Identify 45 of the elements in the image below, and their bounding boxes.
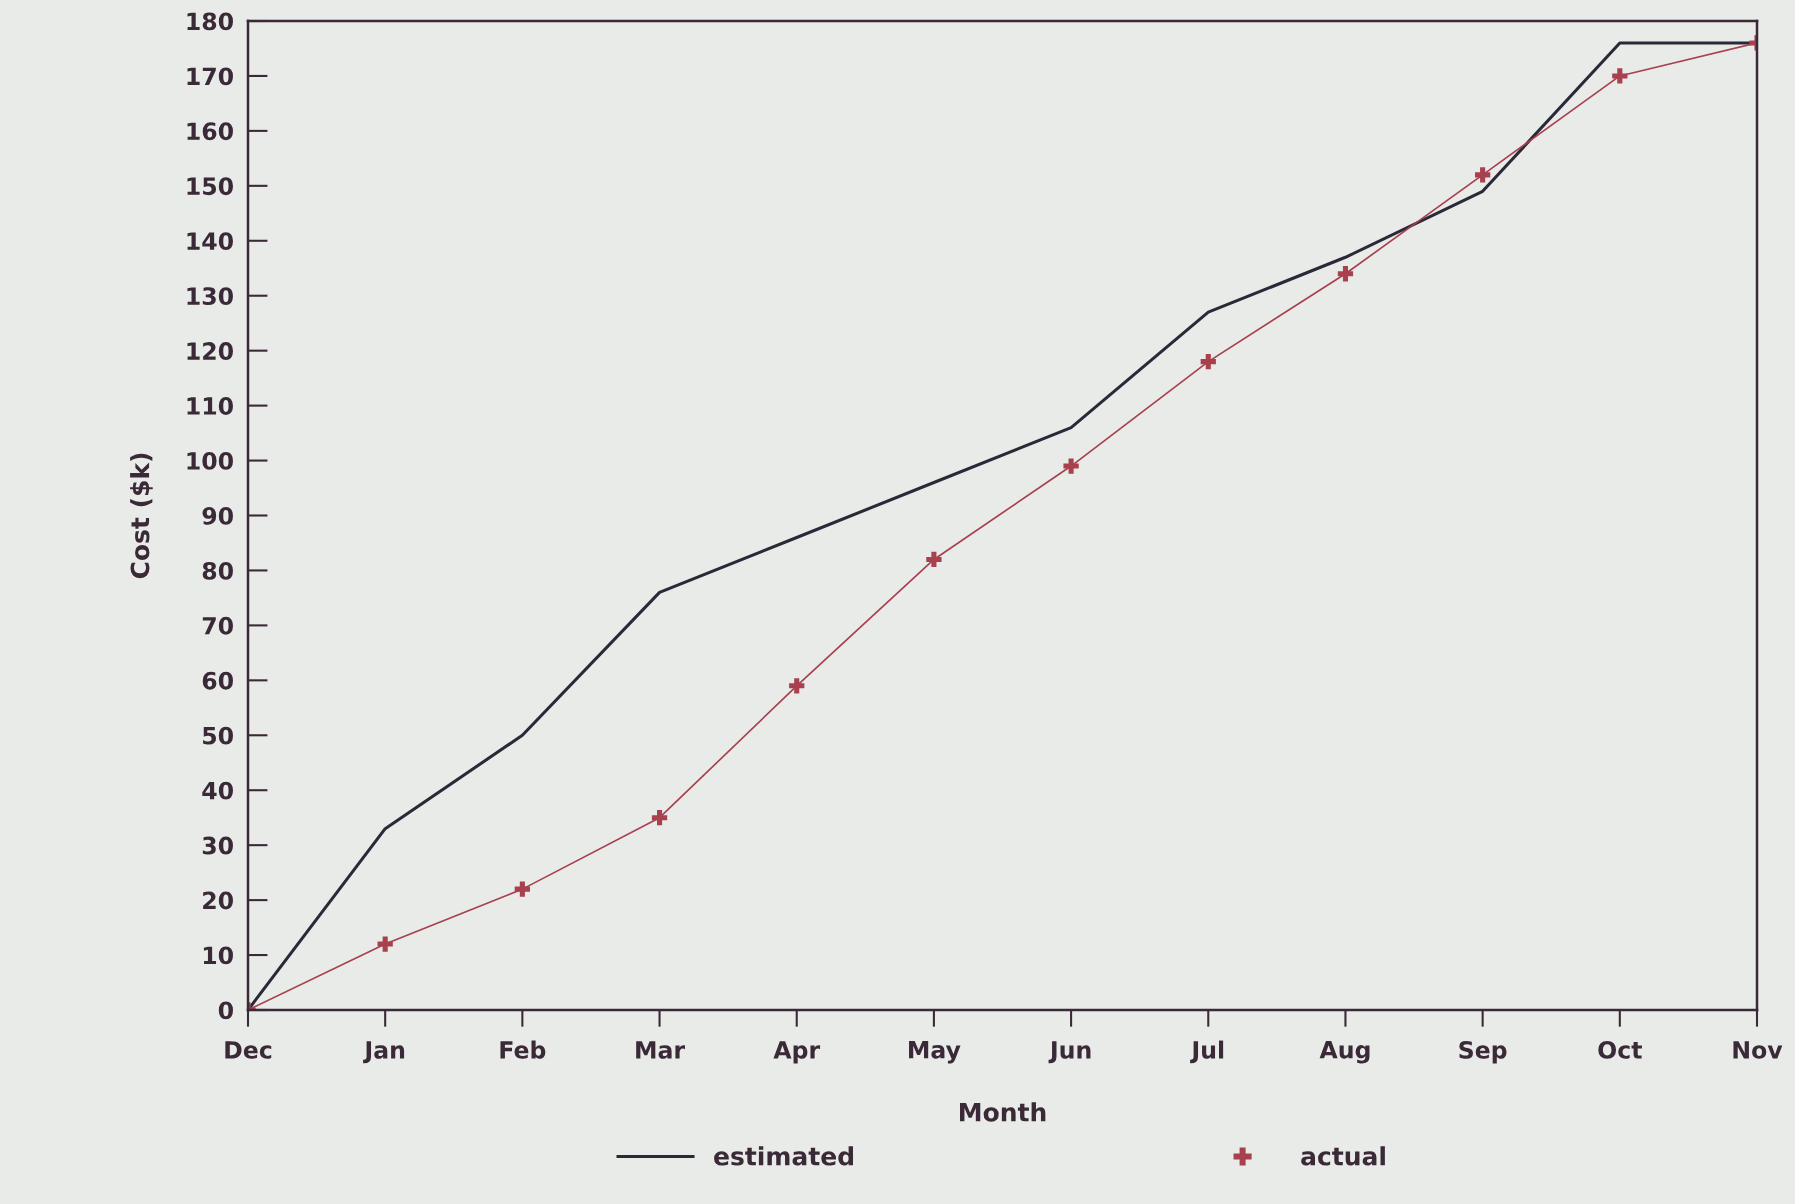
point	[1337, 266, 1354, 282]
y-tick-label: 80	[202, 561, 233, 580]
y-tick-label: 160	[187, 122, 233, 141]
y-tick-label: 50	[203, 726, 233, 745]
y-tick-label: 0	[218, 1001, 233, 1020]
point	[926, 551, 942, 568]
point	[651, 810, 668, 826]
y-tick-label: 180	[187, 12, 233, 31]
y-tick-label: 90	[202, 506, 233, 525]
x-axis-title: Month	[960, 1102, 1046, 1122]
point	[1063, 458, 1079, 474]
x-tick-label: Apr	[773, 1041, 821, 1064]
y-tick-label: 10	[203, 946, 233, 965]
x-tick-label: Jul	[1190, 1040, 1224, 1064]
y-tick-label: 110	[187, 397, 233, 415]
x-tick-label: May	[909, 1041, 961, 1064]
y-tick-label: 60	[202, 671, 233, 690]
point	[1200, 354, 1216, 370]
point	[789, 678, 805, 694]
x-tick-label: Feb	[500, 1040, 546, 1059]
x-tick-label: Jun	[1048, 1041, 1091, 1064]
x-tick-label: Oct	[1598, 1040, 1642, 1059]
y-tick-label: 20	[203, 891, 233, 910]
y-tick-label: 140	[187, 232, 233, 251]
y-tick-label: 150	[187, 177, 233, 196]
x-tick-label: Dec	[225, 1041, 272, 1059]
x-tick-label: Nov	[1733, 1041, 1783, 1059]
y-tick-label: 170	[187, 67, 233, 86]
point	[1612, 68, 1628, 84]
y-tick-label: 120	[187, 342, 233, 360]
point	[514, 881, 530, 897]
y-tick-label: 100	[187, 452, 233, 470]
x-tick-label: Aug	[1319, 1041, 1370, 1064]
y-tick-label: 130	[187, 287, 233, 306]
legend-label: actual	[1301, 1146, 1385, 1166]
y-tick-label: 30	[202, 836, 233, 855]
legend-label: estimated	[714, 1146, 853, 1166]
y-tick-label: 40	[202, 781, 233, 800]
point	[1475, 167, 1491, 183]
x-tick-label: Jan	[363, 1041, 405, 1064]
x-tick-label: Sep	[1459, 1040, 1507, 1064]
y-axis-title: Cost ($k)	[130, 453, 153, 579]
y-tick-label: 70	[202, 616, 233, 635]
point	[377, 936, 393, 952]
x-tick-label: Mar	[636, 1041, 686, 1059]
